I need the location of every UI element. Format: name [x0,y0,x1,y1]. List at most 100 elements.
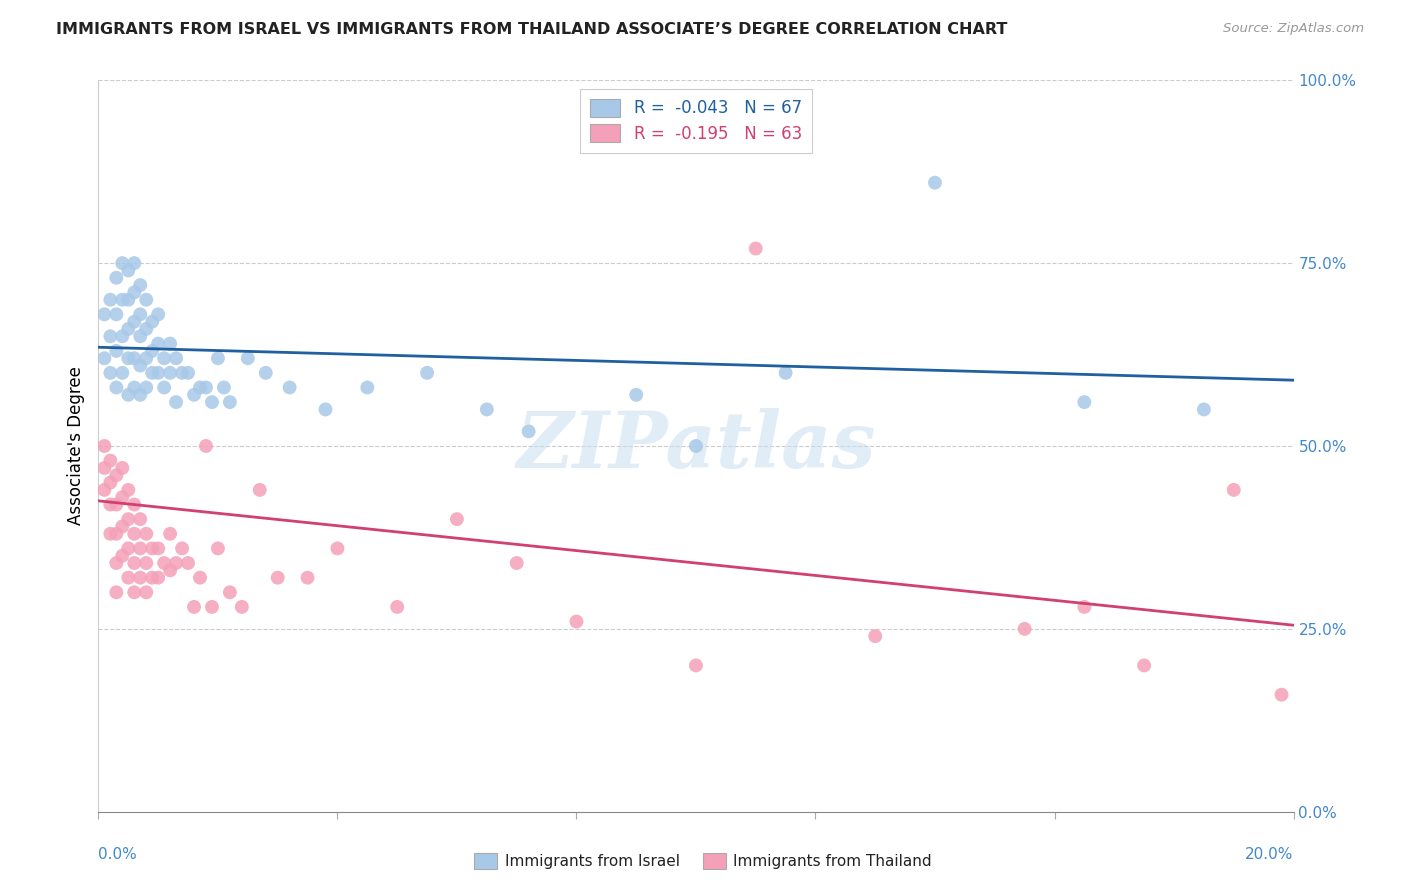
Point [159,563,181,577]
Point [278,380,301,394]
Point [111,256,134,270]
Point [356,380,378,394]
Point [385,599,409,614]
Point [117,541,139,556]
Point [105,307,128,321]
Point [177,556,200,570]
Point [141,541,163,556]
Point [129,571,152,585]
Point [475,402,498,417]
Point [124,585,146,599]
Point [105,270,128,285]
Point [183,599,205,614]
Point [153,380,176,394]
Text: IMMIGRANTS FROM ISRAEL VS IMMIGRANTS FROM THAILAND ASSOCIATE’S DEGREE CORRELATIO: IMMIGRANTS FROM ISRAEL VS IMMIGRANTS FRO… [56,22,1008,37]
Point [1192,402,1215,417]
Point [1014,622,1036,636]
Point [124,351,146,366]
Point [141,343,163,358]
Point [685,439,707,453]
Point [98,293,122,307]
Point [105,556,128,570]
Point [98,475,122,490]
Point [105,498,128,512]
Point [93,461,115,475]
Point [195,439,218,453]
Point [117,263,139,277]
Point [172,366,194,380]
Point [416,366,439,380]
Point [159,526,181,541]
Point [135,380,157,394]
Point [117,293,139,307]
Point [111,549,134,563]
Point [105,343,128,358]
Point [326,541,349,556]
Point [117,388,139,402]
Point [297,571,319,585]
Point [148,366,170,380]
Point [188,380,211,394]
Point [201,395,224,409]
Point [93,439,115,453]
Point [165,556,187,570]
Point [124,315,146,329]
Point [129,278,152,293]
Text: 0.0%: 0.0% [98,847,138,863]
Point [267,571,290,585]
Point [124,285,146,300]
Text: 20.0%: 20.0% [1246,847,1294,863]
Point [775,366,797,380]
Point [135,351,157,366]
Point [165,351,187,366]
Point [124,256,146,270]
Point [117,571,139,585]
Point [124,380,146,394]
Point [254,366,277,380]
Point [207,351,229,366]
Point [129,388,152,402]
Point [172,541,194,556]
Point [129,307,152,321]
Point [111,461,134,475]
Point [685,658,707,673]
Point [231,599,253,614]
Text: ZIPatlas: ZIPatlas [516,408,876,484]
Point [141,571,163,585]
Point [93,307,115,321]
Point [626,388,648,402]
Point [98,366,122,380]
Point [124,526,146,541]
Point [111,329,134,343]
Point [1073,599,1095,614]
Point [124,498,146,512]
Point [148,541,170,556]
Point [98,453,122,467]
Point [111,293,134,307]
Legend: Immigrants from Israel, Immigrants from Thailand: Immigrants from Israel, Immigrants from … [468,847,938,875]
Point [148,571,170,585]
Point [517,425,540,439]
Point [117,512,139,526]
Point [129,359,152,373]
Point [315,402,337,417]
Point [98,329,122,343]
Point [201,599,224,614]
Point [159,336,181,351]
Point [117,483,139,497]
Point [1073,395,1095,409]
Point [177,366,200,380]
Point [98,498,122,512]
Point [135,293,157,307]
Point [159,366,181,380]
Point [153,556,176,570]
Point [117,322,139,336]
Point [236,351,259,366]
Point [111,490,134,504]
Point [105,585,128,599]
Point [219,585,242,599]
Point [135,322,157,336]
Point [105,468,128,483]
Point [135,556,157,570]
Point [865,629,887,643]
